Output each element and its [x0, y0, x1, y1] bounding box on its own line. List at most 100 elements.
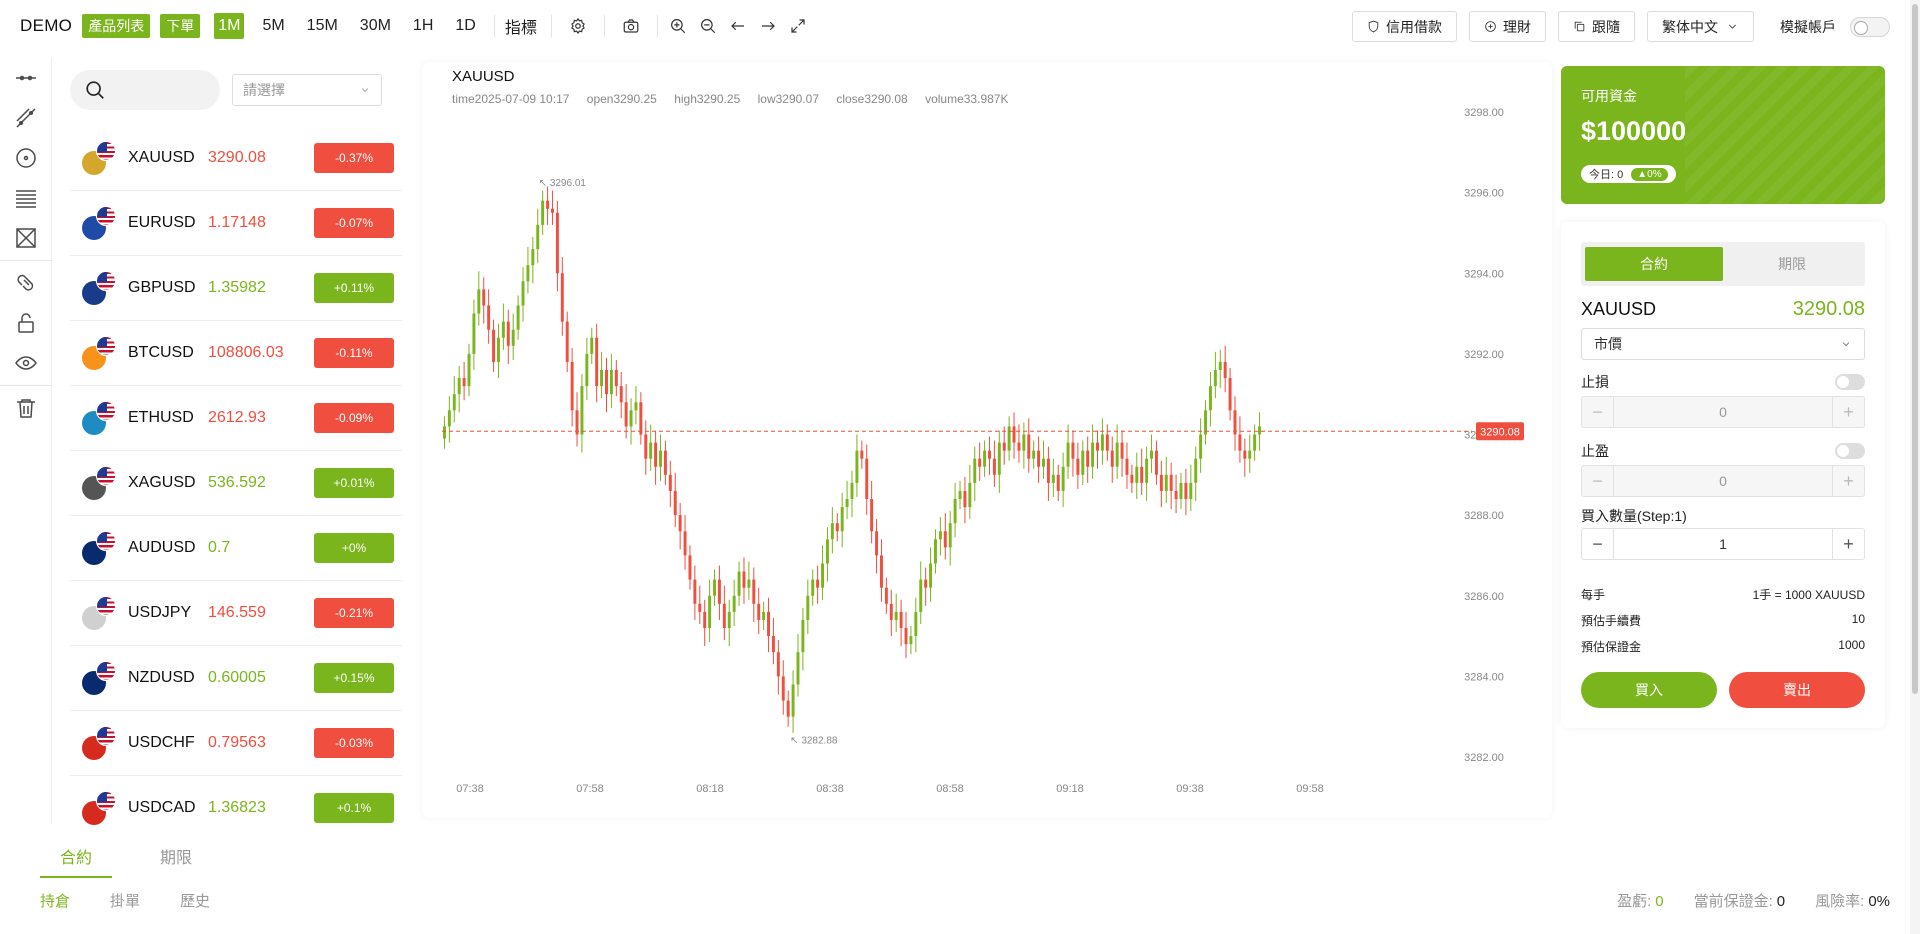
stop-loss-toggle[interactable] — [1835, 374, 1865, 390]
fib-lines-icon[interactable] — [0, 178, 52, 218]
stop-loss-stepper[interactable]: − 0 + — [1581, 396, 1865, 428]
timeframe-15m[interactable]: 15M — [306, 17, 338, 34]
plus-icon[interactable]: + — [1832, 529, 1864, 559]
candle-body — [1150, 450, 1153, 459]
symbol-search-input[interactable] — [70, 70, 220, 110]
search-icon — [86, 81, 104, 99]
symbol-row[interactable]: BTCUSD 108806.03 -0.11% — [70, 321, 402, 386]
symbol-name: BTCUSD — [128, 344, 194, 361]
timeframe-1h[interactable]: 1H — [412, 17, 434, 34]
arrow-left-icon[interactable] — [726, 14, 750, 38]
circle-tool-icon[interactable] — [0, 138, 52, 178]
indicator-button[interactable]: 指標 — [504, 20, 537, 37]
plus-icon[interactable]: + — [1832, 397, 1864, 427]
symbol-row[interactable]: AUDUSD 0.7 +0% — [70, 516, 402, 581]
candle-body — [840, 507, 844, 532]
tab-positions[interactable]: 持倉 — [40, 893, 71, 910]
candle-body — [762, 611, 766, 620]
symbol-row[interactable]: GBPUSD 1.35982 +0.11% — [70, 256, 402, 321]
take-profit-toggle[interactable] — [1835, 443, 1865, 459]
trend-line-icon[interactable] — [0, 98, 52, 138]
symbol-change-badge: +0.01% — [314, 468, 394, 498]
order-tabs: 合約 期限 — [1581, 242, 1865, 286]
tab-pending[interactable]: 掛單 — [110, 893, 141, 910]
lock-icon[interactable] — [0, 303, 52, 343]
candle-body — [796, 652, 800, 685]
symbol-row[interactable]: XAGUSD 536.592 +0.01% — [70, 451, 402, 516]
tab-contract[interactable]: 合約 — [1585, 247, 1723, 281]
wealth-button[interactable]: 理財 — [1469, 11, 1546, 42]
currency-flag-icon — [82, 791, 116, 825]
timeframe-5m[interactable]: 5M — [262, 17, 285, 34]
trash-icon[interactable] — [0, 388, 52, 428]
pattern-icon[interactable] — [0, 218, 52, 258]
fullscreen-icon[interactable] — [786, 14, 810, 38]
zoom-out-icon[interactable] — [696, 14, 720, 38]
tab-period[interactable]: 期限 — [1778, 256, 1806, 272]
camera-icon[interactable] — [619, 14, 643, 38]
candle-body — [698, 603, 702, 612]
candle-body — [619, 386, 623, 403]
candle-body — [737, 571, 741, 596]
minus-icon[interactable]: − — [1582, 529, 1614, 559]
zoom-in-icon[interactable] — [666, 14, 690, 38]
horizontal-line-icon[interactable] — [0, 58, 52, 98]
tab-bottom-contract[interactable]: 合約 — [40, 836, 113, 878]
current-margin-stat: 當前保證金: 0 — [1694, 890, 1786, 911]
symbol-row[interactable]: ETHUSD 2612.93 -0.09% — [70, 386, 402, 451]
candle-body — [634, 402, 638, 411]
buy-button[interactable]: 買入 — [1581, 672, 1717, 708]
today-pnl-pct: ▲0% — [1631, 167, 1668, 181]
chart-panel[interactable]: 3298.003296.003294.003292.003290.003288.… — [422, 62, 1552, 818]
tab-history[interactable]: 歷史 — [180, 893, 211, 910]
positions-subtabs: 持倉 掛單 歷史 — [40, 890, 250, 911]
symbol-row[interactable]: USDCHF 0.79563 -0.03% — [70, 711, 402, 776]
tab-bottom-period[interactable]: 期限 — [160, 850, 193, 867]
copy-trade-button[interactable]: 跟隨 — [1558, 11, 1635, 42]
order-button[interactable]: 下單 — [160, 14, 201, 38]
symbol-row[interactable]: USDCAD 1.36823 +0.1% — [70, 776, 402, 841]
quantity-stepper[interactable]: − 1 + — [1581, 528, 1865, 560]
magnet-icon[interactable] — [0, 263, 52, 303]
candle-body — [870, 499, 874, 532]
plus-icon[interactable]: + — [1832, 466, 1864, 496]
brand-logo: DEMO — [20, 16, 73, 35]
eye-icon[interactable] — [0, 343, 52, 383]
candle-body — [806, 595, 810, 620]
take-profit-stepper[interactable]: − 0 + — [1581, 465, 1865, 497]
symbol-row[interactable]: XAUUSD 3290.08 -0.37% — [70, 126, 402, 191]
today-pnl-label: 今日: 0 — [1589, 169, 1624, 181]
timeframe-1d[interactable]: 1D — [455, 17, 476, 34]
timeframe-1m[interactable]: 1M — [214, 13, 245, 39]
arrow-right-icon[interactable] — [756, 14, 780, 38]
candlestick-chart[interactable]: 3298.003296.003294.003292.003290.003288.… — [422, 62, 1552, 818]
credit-loan-button[interactable]: 信用借款 — [1352, 11, 1457, 42]
order-type-select[interactable]: 市價 — [1581, 328, 1865, 360]
candle-body — [997, 442, 1001, 475]
symbol-row[interactable]: EURUSD 1.17148 -0.07% — [70, 191, 402, 256]
available-funds-amount: $100000 — [1581, 116, 1687, 146]
symbol-filter-select[interactable]: 請選擇 — [232, 74, 382, 106]
positions-tabs: 合約 期限 — [40, 836, 240, 878]
demo-account-label: 模擬帳戶 — [1780, 18, 1836, 35]
candle-body — [717, 579, 721, 604]
candle-body — [958, 490, 962, 499]
currency-flag-icon — [82, 596, 116, 630]
symbol-price: 536.592 — [208, 474, 266, 491]
currency-flag-icon — [82, 401, 116, 435]
products-button[interactable]: 產品列表 — [82, 14, 151, 38]
order-symbol-name: XAUUSD — [1581, 299, 1657, 319]
language-select[interactable]: 繁体中文 — [1647, 11, 1754, 42]
theme-toggle[interactable] — [1850, 16, 1890, 37]
page-scrollbar[interactable] — [1910, 0, 1920, 934]
settings-gear-icon[interactable] — [566, 14, 590, 38]
minus-icon[interactable]: − — [1582, 397, 1614, 427]
sell-button[interactable]: 賣出 — [1729, 672, 1865, 708]
symbol-price: 0.60005 — [208, 669, 266, 686]
timeframe-30m[interactable]: 30M — [359, 17, 391, 34]
symbol-row[interactable]: NZDUSD 0.60005 +0.15% — [70, 646, 402, 711]
minus-icon[interactable]: − — [1582, 466, 1614, 496]
symbol-row[interactable]: USDJPY 146.559 -0.21% — [70, 581, 402, 646]
candle-body — [467, 353, 471, 387]
symbol-name: USDJPY — [128, 604, 192, 621]
